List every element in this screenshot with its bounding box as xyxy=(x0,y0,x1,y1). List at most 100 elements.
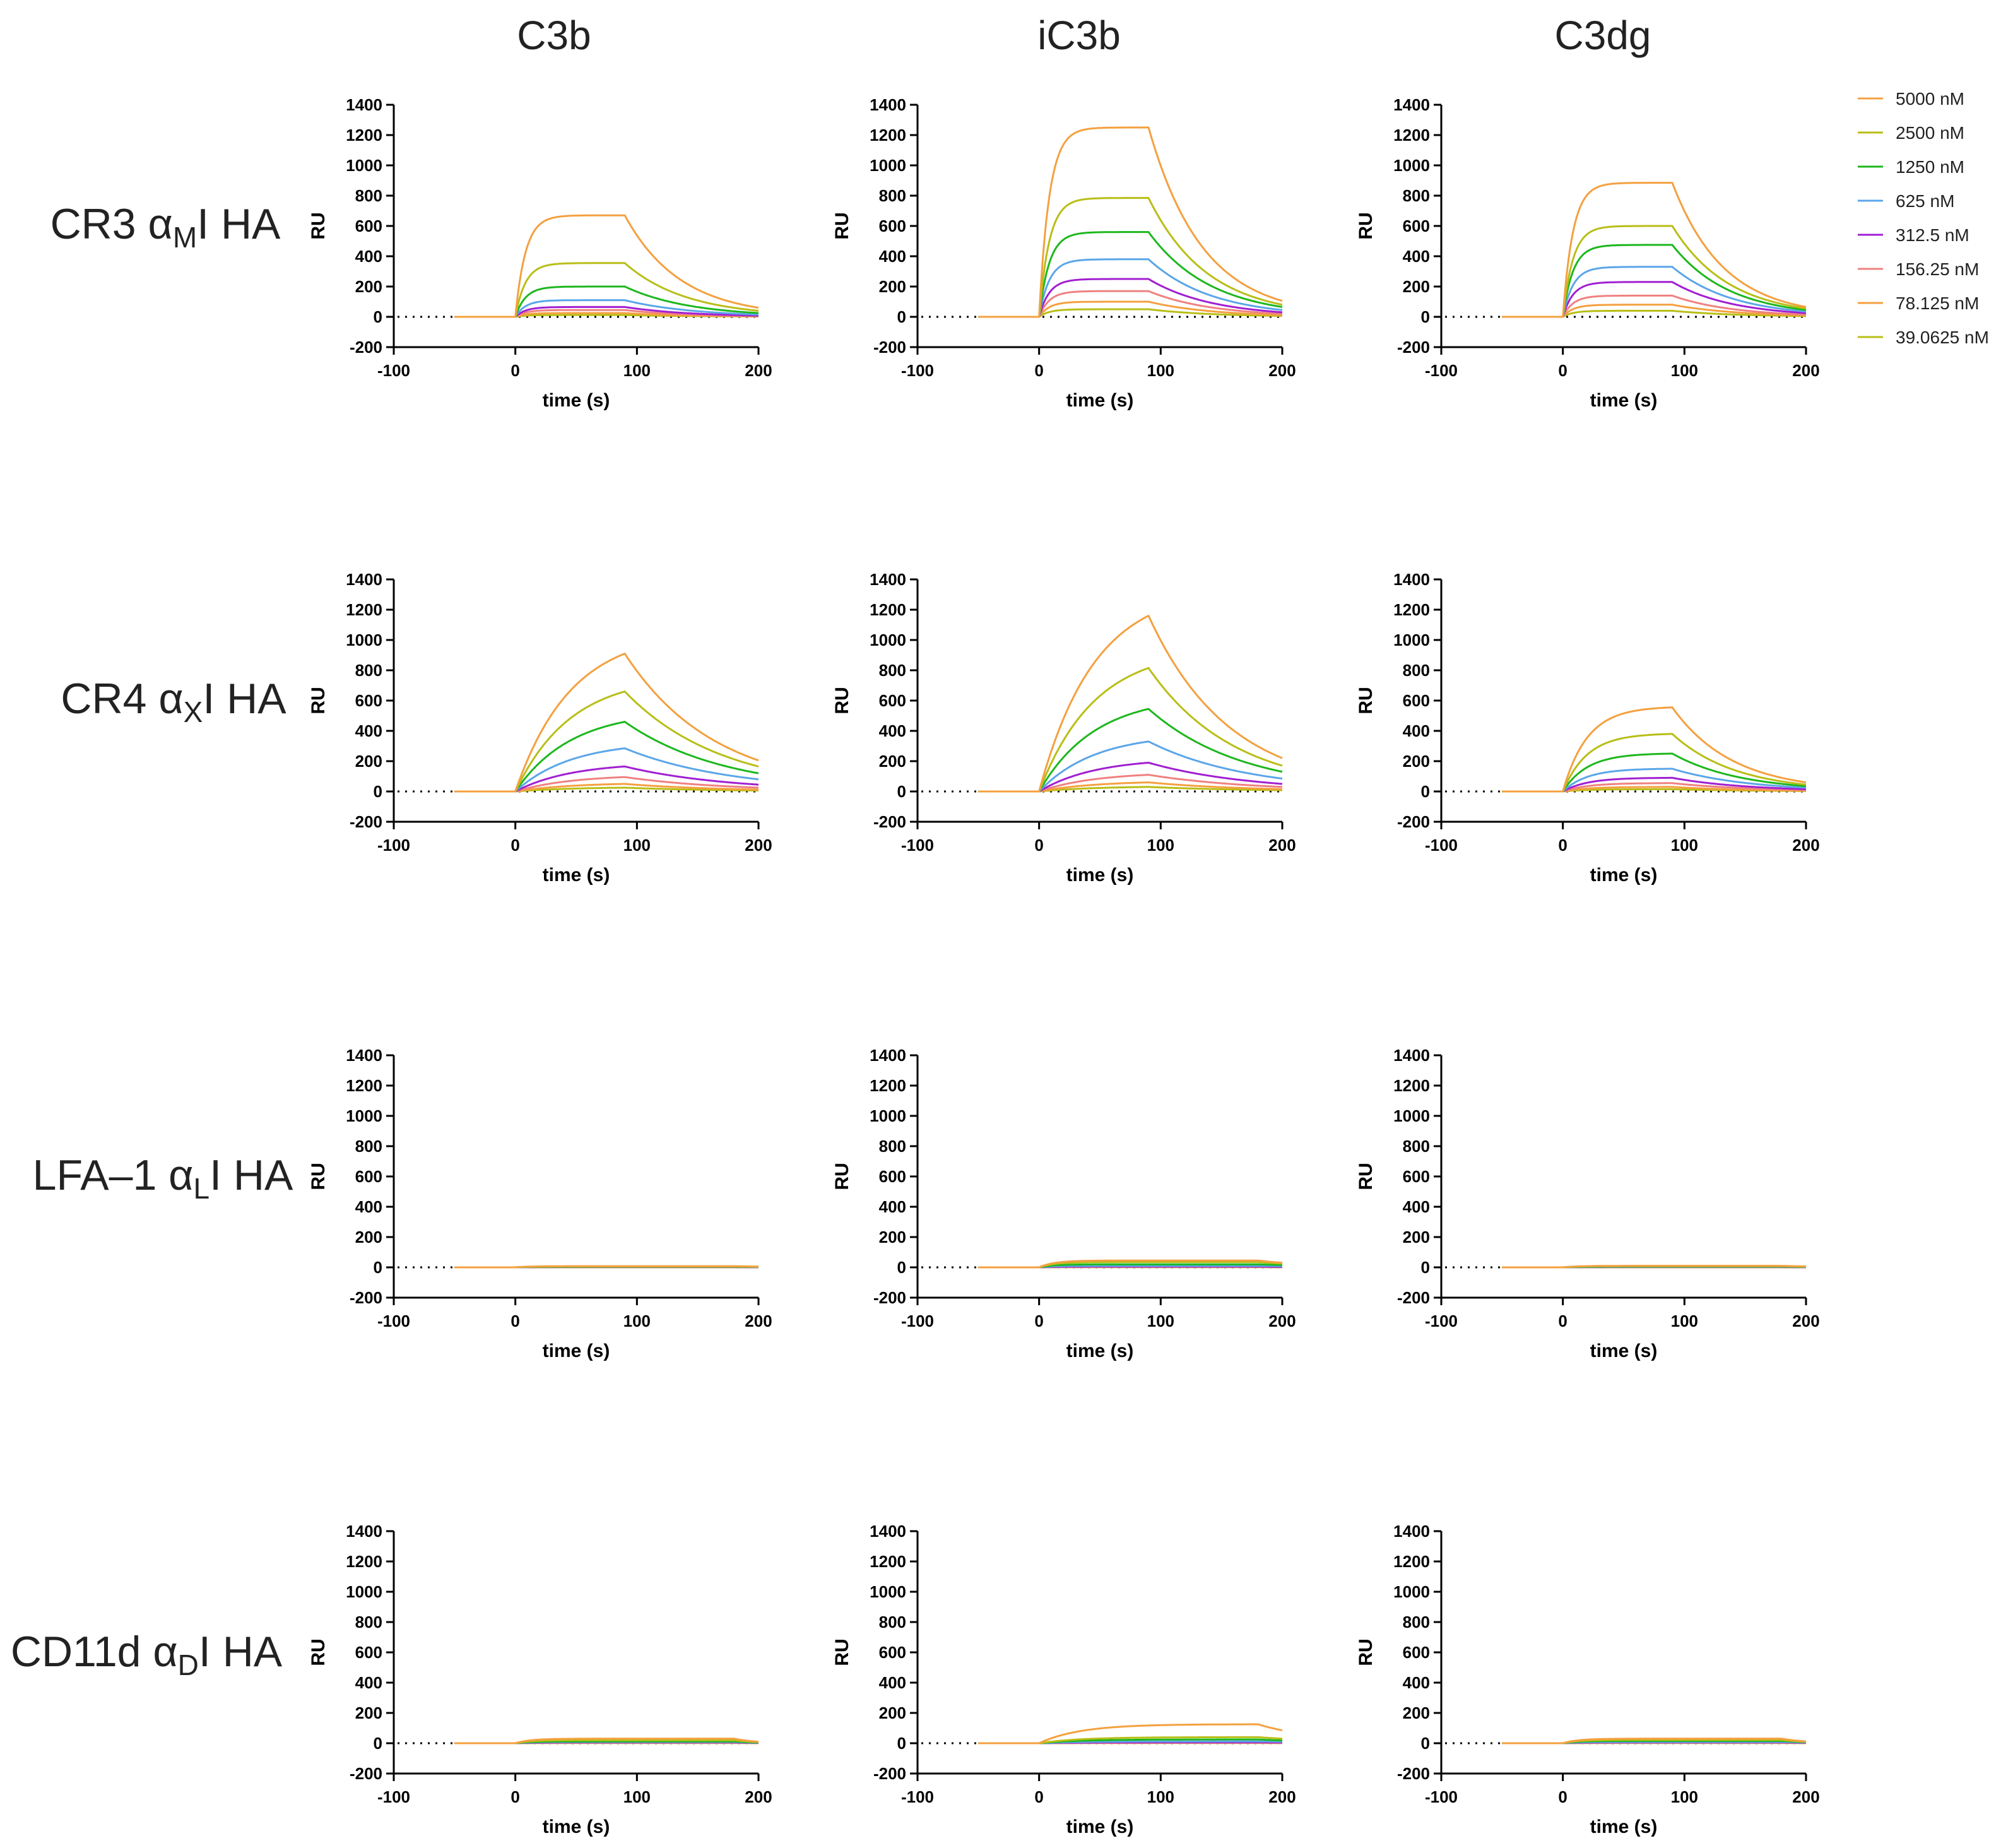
y-tick-label: 1400 xyxy=(870,95,906,114)
y-tick-label: 600 xyxy=(879,1643,906,1662)
y-tick-label: 1200 xyxy=(346,1076,382,1095)
y-tick-label: 1000 xyxy=(346,1582,382,1601)
y-tick-label: 1400 xyxy=(870,1046,906,1065)
col-title-ic3b: iC3b xyxy=(1037,13,1121,58)
x-axis-label: time (s) xyxy=(543,1816,610,1837)
col-title-c3b: C3b xyxy=(517,13,591,58)
y-tick-label: 200 xyxy=(1403,277,1430,296)
y-tick-label: 0 xyxy=(897,1258,906,1277)
x-tick-label: 0 xyxy=(511,1787,519,1806)
series-5000-nM xyxy=(454,1738,759,1744)
series-2500-nM xyxy=(978,197,1283,318)
y-tick-label: 800 xyxy=(1403,1613,1430,1632)
y-tick-label: -200 xyxy=(1397,812,1430,831)
panel-cr3-c3dg: -200 0 200 400 600 800 1000 1200 1400 -100 0 100 200… xyxy=(1355,95,1820,411)
y-tick-label: 600 xyxy=(355,1643,382,1662)
y-tick-label: -200 xyxy=(873,812,906,831)
y-tick-label: 400 xyxy=(1403,1673,1430,1692)
y-tick-label: 400 xyxy=(1403,721,1430,740)
series-2500-nM xyxy=(978,666,1283,793)
y-tick-label: 400 xyxy=(879,247,906,266)
y-tick-label: 600 xyxy=(1403,691,1430,710)
x-tick-label: 100 xyxy=(623,361,651,380)
y-tick-label: 800 xyxy=(355,186,382,205)
series-5000-nM xyxy=(454,214,759,318)
y-tick-label: 400 xyxy=(355,1673,382,1692)
y-tick-label: 1200 xyxy=(870,1076,906,1095)
x-axis-label: time (s) xyxy=(1066,865,1134,886)
x-tick-label: 200 xyxy=(745,1312,772,1330)
y-tick-label: 200 xyxy=(1403,1228,1430,1247)
x-axis-label: time (s) xyxy=(1066,1816,1134,1837)
y-tick-label: 800 xyxy=(1403,661,1430,680)
series-5000-nM xyxy=(1502,706,1807,793)
x-axis-label: time (s) xyxy=(1590,1341,1658,1361)
y-tick-label: 400 xyxy=(355,247,382,266)
x-tick-label: 0 xyxy=(511,836,519,855)
panel-lfa1-ic3b: -200 0 200 400 600 800 1000 1200 1400 -100 0 100 200… xyxy=(832,1046,1296,1361)
y-axis-label: RU xyxy=(832,1638,853,1666)
y-tick-label: 200 xyxy=(355,1703,382,1722)
y-tick-label: 1000 xyxy=(1393,631,1430,649)
y-axis-label: RU xyxy=(308,1638,329,1666)
y-tick-label: 1400 xyxy=(870,1522,906,1541)
x-tick-label: -100 xyxy=(377,1787,410,1806)
x-tick-label: 200 xyxy=(1268,1312,1296,1330)
x-tick-label: 200 xyxy=(1268,836,1296,855)
y-tick-label: 400 xyxy=(1403,247,1430,266)
y-tick-label: 0 xyxy=(374,1258,382,1277)
y-tick-label: 600 xyxy=(1403,1643,1430,1662)
y-tick-label: 1000 xyxy=(346,1106,382,1125)
y-tick-label: -200 xyxy=(1397,1288,1430,1307)
y-tick-label: 0 xyxy=(374,307,382,326)
y-tick-label: 1000 xyxy=(1393,1582,1430,1601)
series-1250-nM xyxy=(978,231,1283,318)
x-tick-label: -100 xyxy=(377,836,410,855)
y-tick-label: -200 xyxy=(350,1288,382,1307)
panel-lfa1-c3dg: -200 0 200 400 600 800 1000 1200 1400 -100 0 100 200… xyxy=(1355,1046,1820,1361)
y-tick-label: 1400 xyxy=(346,570,382,589)
y-tick-label: -200 xyxy=(873,338,906,357)
x-tick-label: 100 xyxy=(1671,1312,1698,1330)
y-tick-label: 800 xyxy=(355,1137,382,1156)
y-tick-label: 800 xyxy=(355,1613,382,1632)
legend-label: 156.25 nM xyxy=(1896,259,1979,279)
y-tick-label: 800 xyxy=(1403,186,1430,205)
y-tick-label: 1200 xyxy=(1393,126,1430,145)
y-tick-label: -200 xyxy=(1397,338,1430,357)
y-tick-label: 1200 xyxy=(346,1552,382,1571)
x-axis-label: time (s) xyxy=(1066,1341,1134,1361)
series-2500-nM xyxy=(1502,225,1807,318)
x-tick-label: -100 xyxy=(1425,1312,1458,1330)
x-axis-label: time (s) xyxy=(1590,390,1658,411)
x-axis-label: time (s) xyxy=(543,1341,610,1361)
y-tick-label: 0 xyxy=(897,782,906,801)
y-tick-label: 800 xyxy=(879,1613,906,1632)
x-tick-label: 0 xyxy=(1034,1312,1043,1330)
y-tick-label: 200 xyxy=(1403,1703,1430,1722)
y-tick-label: 1200 xyxy=(346,126,382,145)
y-tick-label: 600 xyxy=(879,1167,906,1186)
x-tick-label: 200 xyxy=(1268,361,1296,380)
y-tick-label: 1400 xyxy=(1393,570,1430,589)
x-tick-label: 100 xyxy=(1147,1787,1174,1806)
x-tick-label: 100 xyxy=(623,1787,651,1806)
y-tick-label: 600 xyxy=(879,216,906,235)
x-tick-label: 100 xyxy=(623,1312,651,1330)
x-tick-label: 0 xyxy=(511,361,519,380)
x-axis-label: time (s) xyxy=(1066,390,1134,411)
y-tick-label: 200 xyxy=(879,1703,906,1722)
panel-cd11d-c3dg: -200 0 200 400 600 800 1000 1200 1400 -100 0 100 200… xyxy=(1355,1522,1820,1837)
series-5000-nM xyxy=(454,1265,759,1269)
x-tick-label: 0 xyxy=(1558,361,1567,380)
x-tick-label: -100 xyxy=(377,361,410,380)
y-tick-label: 200 xyxy=(355,277,382,296)
series-5000-nM xyxy=(1502,182,1807,318)
y-tick-label: 0 xyxy=(1421,1734,1430,1753)
x-tick-label: 0 xyxy=(1558,1787,1567,1806)
legend: 5000 nM 2500 nM 1250 nM 625 nM 312.5 nM 156.2… xyxy=(1858,89,1989,347)
x-axis-label: time (s) xyxy=(1590,865,1658,886)
y-tick-label: -200 xyxy=(873,1764,906,1783)
